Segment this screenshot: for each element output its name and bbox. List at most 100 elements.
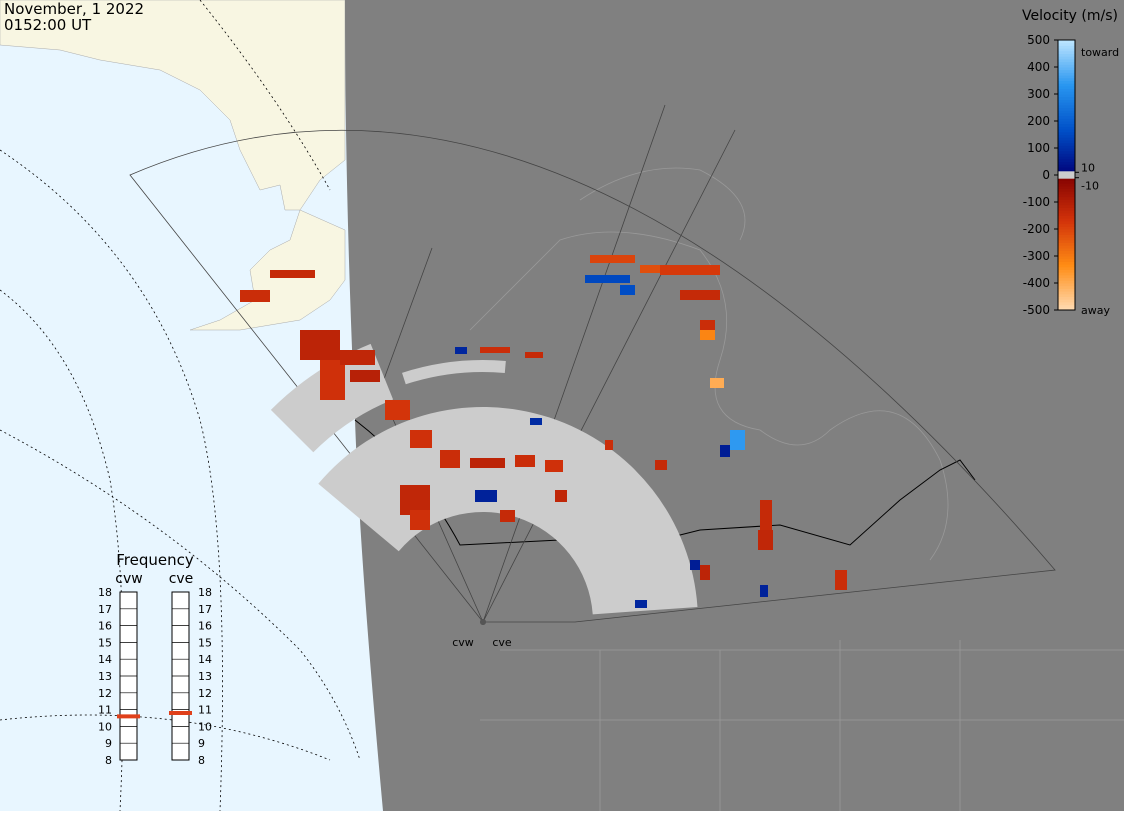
colorbar-swatch xyxy=(1058,177,1075,181)
colorbar-swatch xyxy=(1058,247,1075,252)
colorbar-swatch xyxy=(1058,56,1075,60)
velocity-cell xyxy=(350,370,380,382)
colorbar-swatch xyxy=(1058,199,1075,203)
frequency-tick-label: 18 xyxy=(198,586,212,599)
colorbar-swatch xyxy=(1058,69,1075,73)
frequency-tick-label: 17 xyxy=(198,603,212,616)
frequency-title: Frequency xyxy=(116,551,194,569)
colorbar-swatch xyxy=(1058,234,1075,238)
radar-site xyxy=(480,619,486,625)
colorbar-swatch xyxy=(1058,94,1075,98)
colorbar-swatch xyxy=(1058,58,1075,63)
colorbar-swatch xyxy=(1058,229,1075,233)
colorbar-swatch xyxy=(1058,169,1075,173)
colorbar-swatch xyxy=(1058,88,1075,92)
colorbar-swatch xyxy=(1058,161,1075,165)
colorbar-swatch xyxy=(1058,223,1075,227)
colorbar-swatch xyxy=(1058,91,1075,95)
velocity-cell xyxy=(530,418,542,425)
velocity-cell xyxy=(635,600,647,608)
velocity-cell xyxy=(515,455,535,467)
frequency-tick-label: 8 xyxy=(198,754,205,767)
colorbar-swatch xyxy=(1058,112,1075,117)
colorbar-swatch xyxy=(1058,50,1075,54)
colorbar-swatch xyxy=(1058,110,1075,114)
velocity-cell xyxy=(660,265,720,275)
colorbar-swatch xyxy=(1058,258,1075,262)
colorbar-away: away xyxy=(1081,304,1110,317)
velocity-cell xyxy=(410,430,432,448)
velocity-cell xyxy=(340,350,375,365)
coastlines xyxy=(469,167,1124,811)
colorbar-swatch xyxy=(1058,148,1075,152)
velocity-cell xyxy=(470,458,505,468)
colorbar-swatch xyxy=(1058,164,1075,168)
velocity-cell xyxy=(835,570,847,590)
colorbar-swatch xyxy=(1058,145,1075,149)
frequency-tick-label: 11 xyxy=(198,704,212,717)
colorbar-title: Velocity (m/s) xyxy=(1022,8,1118,24)
colorbar-swatch xyxy=(1058,210,1075,214)
colorbar-swatch xyxy=(1058,193,1075,198)
velocity-cell xyxy=(410,510,430,530)
frequency-tick-label: 18 xyxy=(98,586,112,599)
date: November, 1 2022 xyxy=(4,0,144,18)
frequency-tick-label: 16 xyxy=(198,620,212,633)
colorbar-swatch xyxy=(1058,307,1075,311)
colorbar-swatch xyxy=(1058,253,1075,257)
velocity-cell xyxy=(680,290,720,300)
colorbar-swatch xyxy=(1058,207,1075,211)
colorbar-swatch xyxy=(1058,183,1075,187)
colorbar-swatch xyxy=(1058,296,1075,300)
colorbar-swatch xyxy=(1058,242,1075,246)
colorbar-swatch xyxy=(1058,96,1075,100)
colorbar-tick-label: 500 xyxy=(1027,33,1050,47)
colorbar-swatch xyxy=(1058,212,1075,216)
colorbar-swatch xyxy=(1058,196,1075,200)
frequency-tick-label: 10 xyxy=(98,720,112,733)
velocity-cell xyxy=(710,378,724,388)
colorbar-swatch xyxy=(1058,245,1075,249)
velocity-cell xyxy=(270,270,315,278)
colorbar-tick-label: 0 xyxy=(1042,168,1050,182)
colorbar-swatch xyxy=(1058,256,1075,260)
frequency-tick-label: 13 xyxy=(198,670,212,683)
velocity-cell xyxy=(720,445,730,457)
colorbar-swatch xyxy=(1058,239,1075,243)
colorbar-swatch xyxy=(1058,64,1075,68)
colorbar-swatch xyxy=(1058,158,1075,162)
colorbar-tick-label: -300 xyxy=(1023,249,1050,263)
velocity-cell xyxy=(475,490,497,502)
colorbar-swatch xyxy=(1058,139,1075,144)
colorbar-swatch xyxy=(1058,102,1075,106)
velocity-cell xyxy=(620,285,635,295)
velocity-cell xyxy=(655,460,667,470)
colorbar-swatch xyxy=(1058,137,1075,141)
colorbar-swatch xyxy=(1058,261,1075,265)
colorbar-swatch xyxy=(1058,204,1075,208)
frequency-tick-label: 15 xyxy=(198,636,212,649)
colorbar-swatch xyxy=(1058,123,1075,127)
velocity-cell xyxy=(525,352,543,358)
frequency-radar-name: cvw xyxy=(115,571,142,587)
colorbar-swatch xyxy=(1058,231,1075,235)
colorbar-swatch xyxy=(1058,118,1075,122)
colorbar-swatch xyxy=(1058,226,1075,230)
night-region xyxy=(345,0,1124,811)
colorbar-swatch xyxy=(1058,156,1075,160)
colorbar-swatch xyxy=(1058,45,1075,49)
colorbar-swatch xyxy=(1058,301,1075,306)
colorbar-tick-label: -200 xyxy=(1023,222,1050,236)
land xyxy=(0,0,346,331)
colorbar-swatch xyxy=(1058,131,1075,135)
colorbar-swatch xyxy=(1058,42,1075,46)
colorbar-swatch xyxy=(1058,40,1075,44)
colorbar-swatch xyxy=(1058,218,1075,222)
colorbar-tick-label: -10 xyxy=(1081,180,1099,193)
colorbar-tick-label: 200 xyxy=(1027,114,1050,128)
velocity-cell xyxy=(240,290,270,302)
colorbar-tick-label: 300 xyxy=(1027,87,1050,101)
velocity-cell xyxy=(385,400,410,420)
colorbar-swatch xyxy=(1058,104,1075,108)
